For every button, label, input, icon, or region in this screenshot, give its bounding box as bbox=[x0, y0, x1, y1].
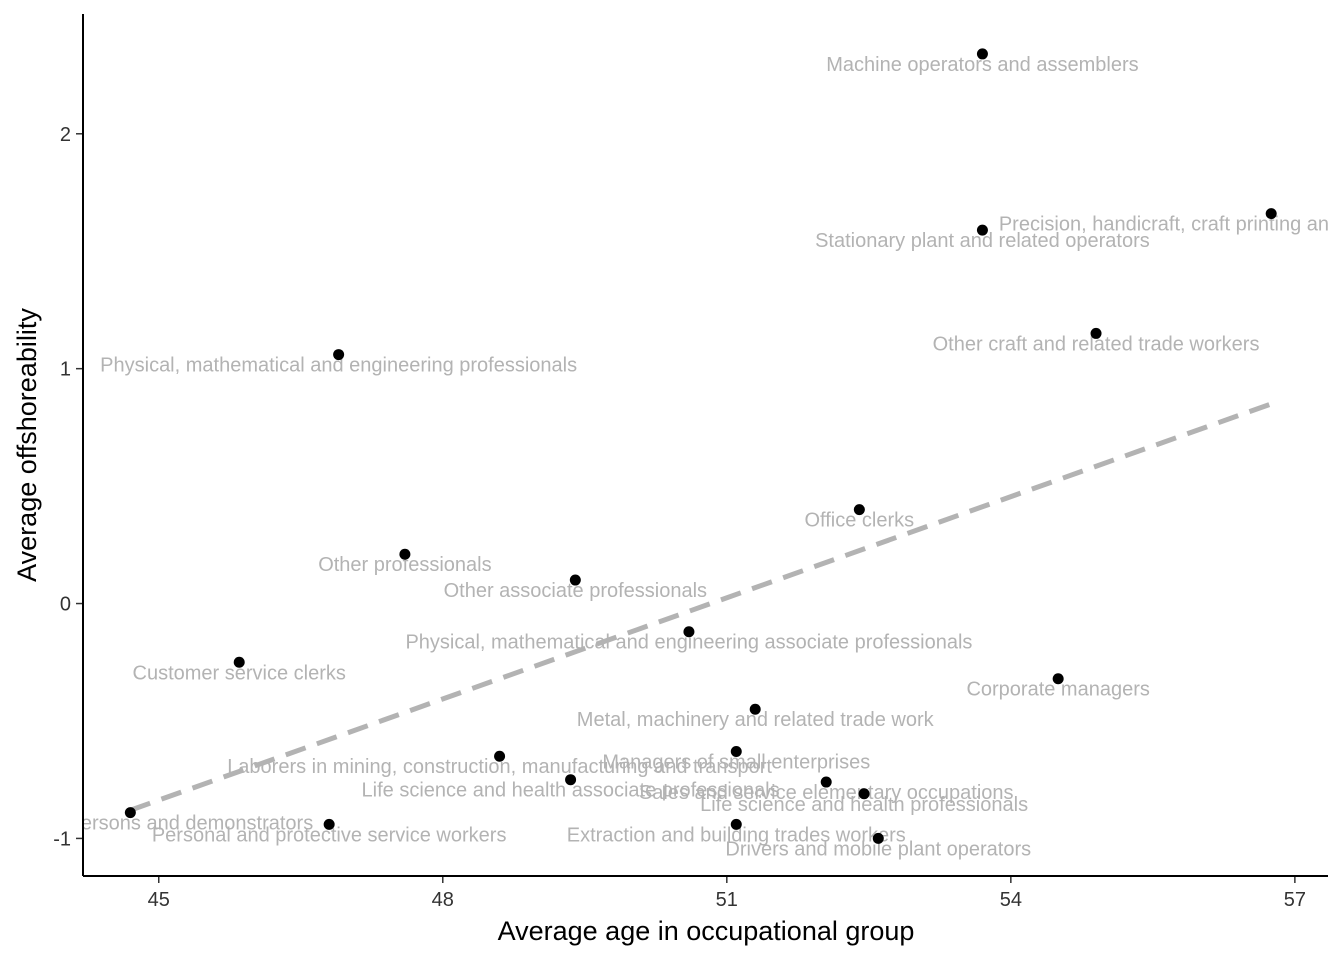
x-tick-label: 54 bbox=[1000, 889, 1022, 911]
data-point bbox=[494, 750, 506, 762]
data-point bbox=[858, 788, 870, 800]
data-point bbox=[323, 818, 335, 830]
y-axis-title: Average offshoreability bbox=[12, 308, 42, 582]
point-label: Physical, mathematical and engineering p… bbox=[100, 355, 577, 377]
point-label: Metal, machinery and related trade work bbox=[577, 709, 935, 731]
data-point bbox=[1090, 327, 1102, 339]
data-point bbox=[853, 504, 865, 516]
point-label: Personal and protective service workers bbox=[152, 824, 507, 846]
x-tick-label: 45 bbox=[148, 889, 170, 911]
point-label: Life science and health professionals bbox=[700, 794, 1028, 816]
y-tick-label: -1 bbox=[53, 828, 71, 850]
x-tick-label: 51 bbox=[716, 889, 738, 911]
point-label: Other associate professionals bbox=[444, 580, 707, 602]
point-label: Other craft and related trade workers bbox=[933, 333, 1260, 355]
x-tick-label: 48 bbox=[432, 889, 454, 911]
data-point bbox=[820, 776, 832, 788]
point-labels: Machine operators and assemblers Precisio… bbox=[0, 54, 1344, 860]
data-point bbox=[872, 832, 884, 844]
x-axis-title: Average age in occupational group bbox=[498, 916, 915, 946]
point-label: Other professionals bbox=[318, 554, 491, 576]
point-label: Customer service clerks bbox=[133, 662, 346, 684]
data-point bbox=[730, 746, 742, 758]
data-point bbox=[233, 656, 245, 668]
x-tick-label: 57 bbox=[1284, 889, 1306, 911]
data-point bbox=[124, 807, 136, 819]
point-label: Precision, handicraft, craft printing an… bbox=[999, 214, 1344, 236]
data-point bbox=[333, 349, 345, 361]
point-label: Laborers in mining, construction, manufa… bbox=[227, 756, 772, 778]
data-point bbox=[749, 703, 761, 715]
point-label: Stationary plant and related operators bbox=[815, 230, 1150, 252]
data-point bbox=[730, 818, 742, 830]
data-point bbox=[976, 48, 988, 60]
data-point bbox=[399, 548, 411, 560]
point-label: Office clerks bbox=[805, 510, 915, 532]
data-point bbox=[1052, 673, 1064, 685]
x-axis-ticks: 45 48 51 54 57 bbox=[148, 876, 1306, 911]
point-label: Corporate managers bbox=[966, 679, 1149, 701]
point-label: Extraction and building trades workers bbox=[567, 824, 906, 846]
point-label: Managers of small enterprises bbox=[602, 752, 870, 774]
y-tick-label: 0 bbox=[60, 594, 71, 616]
point-label: Machine operators and assemblers bbox=[826, 54, 1138, 76]
trend-line bbox=[129, 401, 1273, 813]
data-point bbox=[569, 574, 581, 586]
data-point bbox=[565, 774, 577, 786]
y-tick-label: 2 bbox=[60, 124, 71, 146]
y-axis-ticks: -1 0 1 2 bbox=[53, 124, 83, 850]
data-point bbox=[1265, 208, 1277, 220]
y-tick-label: 1 bbox=[60, 359, 71, 381]
point-label: Life science and health associate profes… bbox=[362, 780, 780, 802]
point-label: Drivers and mobile plant operators bbox=[725, 838, 1031, 860]
data-point bbox=[683, 626, 695, 638]
data-points bbox=[124, 48, 1277, 844]
point-label: Sales and service elementary occupations bbox=[639, 782, 1014, 804]
point-label: Models, salespersons and demonstrators bbox=[0, 813, 313, 835]
data-point bbox=[976, 224, 988, 236]
point-label: Physical, mathematical and engineering a… bbox=[405, 632, 972, 654]
plot-area: Machine operators and assemblers Precisio… bbox=[0, 48, 1344, 860]
